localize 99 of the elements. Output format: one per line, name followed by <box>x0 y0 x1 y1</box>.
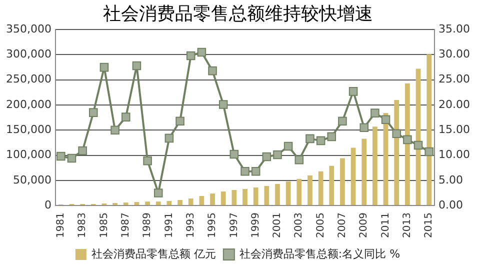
y2-tick-label: 0.00 <box>438 198 464 212</box>
point <box>381 115 390 124</box>
point <box>348 87 358 96</box>
point <box>240 166 250 176</box>
y-tick-label: 100,000 <box>6 148 52 162</box>
bar <box>340 158 345 206</box>
y2-tick-label: 25.00 <box>438 72 470 86</box>
bar <box>242 188 248 206</box>
point <box>338 116 347 126</box>
x-tick-label: 2005 <box>315 212 326 238</box>
bar <box>296 178 302 206</box>
point <box>306 134 314 144</box>
bar <box>308 175 312 206</box>
x-tick-label: 1995 <box>207 212 218 238</box>
point <box>230 150 239 159</box>
bar <box>329 166 334 206</box>
point <box>110 126 120 135</box>
y-tick-label: 150,000 <box>6 123 52 136</box>
x-tick-label: 1981 <box>55 212 66 238</box>
point <box>403 135 412 144</box>
point <box>370 108 380 118</box>
x-tick-label: 2003 <box>294 212 305 238</box>
point <box>56 152 66 161</box>
bar <box>156 202 161 206</box>
chart-title: 社会消费品零售总额维持较快增速 <box>103 3 373 24</box>
point <box>208 66 217 76</box>
y2-tick-label: 30.00 <box>438 48 470 61</box>
x-tick-label: 1999 <box>250 212 262 238</box>
x-tick-label: 1989 <box>142 212 154 238</box>
x-tick-label: 2015 <box>424 212 435 238</box>
bar <box>286 181 291 206</box>
point <box>78 146 87 156</box>
point <box>251 166 260 176</box>
bar <box>166 201 172 206</box>
point <box>392 129 401 138</box>
point <box>186 51 196 60</box>
point <box>197 48 206 57</box>
bar <box>232 190 237 206</box>
bar <box>275 184 280 206</box>
legend-label: 社会消费品零售总额:名义同比 % <box>239 247 400 260</box>
y-tick-label: 0 <box>44 198 52 212</box>
legend-label: 社会消费品零售总额 亿元 <box>91 247 216 260</box>
point <box>154 188 163 198</box>
x-tick-label: 2013 <box>402 212 414 238</box>
x-tick-label: 1983 <box>77 212 88 238</box>
point <box>176 116 184 126</box>
point <box>360 123 369 132</box>
bar <box>210 193 215 206</box>
x-tick-label: 1985 <box>98 212 110 238</box>
point <box>89 108 98 117</box>
point <box>327 132 336 142</box>
y-tick-label: 350,000 <box>6 22 52 36</box>
x-tick-label: 1997 <box>228 212 240 238</box>
bar <box>145 202 150 206</box>
point <box>100 62 109 72</box>
point <box>316 136 326 146</box>
x-tick-label: 2001 <box>272 212 284 238</box>
point <box>121 112 130 122</box>
bar <box>426 54 432 206</box>
x-tick-label: 2011 <box>380 212 392 238</box>
bar <box>178 200 182 206</box>
point <box>273 150 282 160</box>
x-tick-label: 1991 <box>164 212 175 238</box>
point <box>284 142 293 151</box>
point <box>424 147 434 156</box>
point <box>143 156 152 166</box>
y2-tick-label: 15.00 <box>438 123 470 136</box>
bar <box>220 191 226 206</box>
bar <box>318 171 324 206</box>
y2-tick-label: 35.00 <box>438 22 470 36</box>
y2-tick-label: 5.00 <box>438 173 464 186</box>
point <box>262 152 272 162</box>
point <box>218 100 228 109</box>
bar <box>350 148 356 206</box>
bar <box>264 186 270 206</box>
y2-tick-label: 10.00 <box>438 148 470 162</box>
x-tick-label: 2007 <box>337 212 348 238</box>
bar <box>253 187 258 206</box>
bar <box>362 138 367 206</box>
bar <box>188 198 194 206</box>
bar <box>134 202 140 206</box>
y-tick-label: 300,000 <box>6 48 52 61</box>
bar <box>123 202 128 206</box>
x-tick-label: 1987 <box>120 212 132 238</box>
point <box>294 155 304 164</box>
x-tick-label: 1993 <box>185 212 196 238</box>
point <box>132 61 142 70</box>
y-tick-label: 250,000 <box>6 72 52 86</box>
y-tick-label: 50,000 <box>12 173 52 186</box>
bar <box>199 196 204 206</box>
y-tick-label: 200,000 <box>6 98 52 111</box>
bar <box>372 126 378 206</box>
point <box>164 134 174 143</box>
point <box>67 154 76 163</box>
bar <box>405 83 410 206</box>
y2-tick-label: 20.00 <box>438 98 470 111</box>
point <box>414 140 423 150</box>
bar <box>394 100 400 206</box>
x-tick-label: 2009 <box>358 212 370 238</box>
